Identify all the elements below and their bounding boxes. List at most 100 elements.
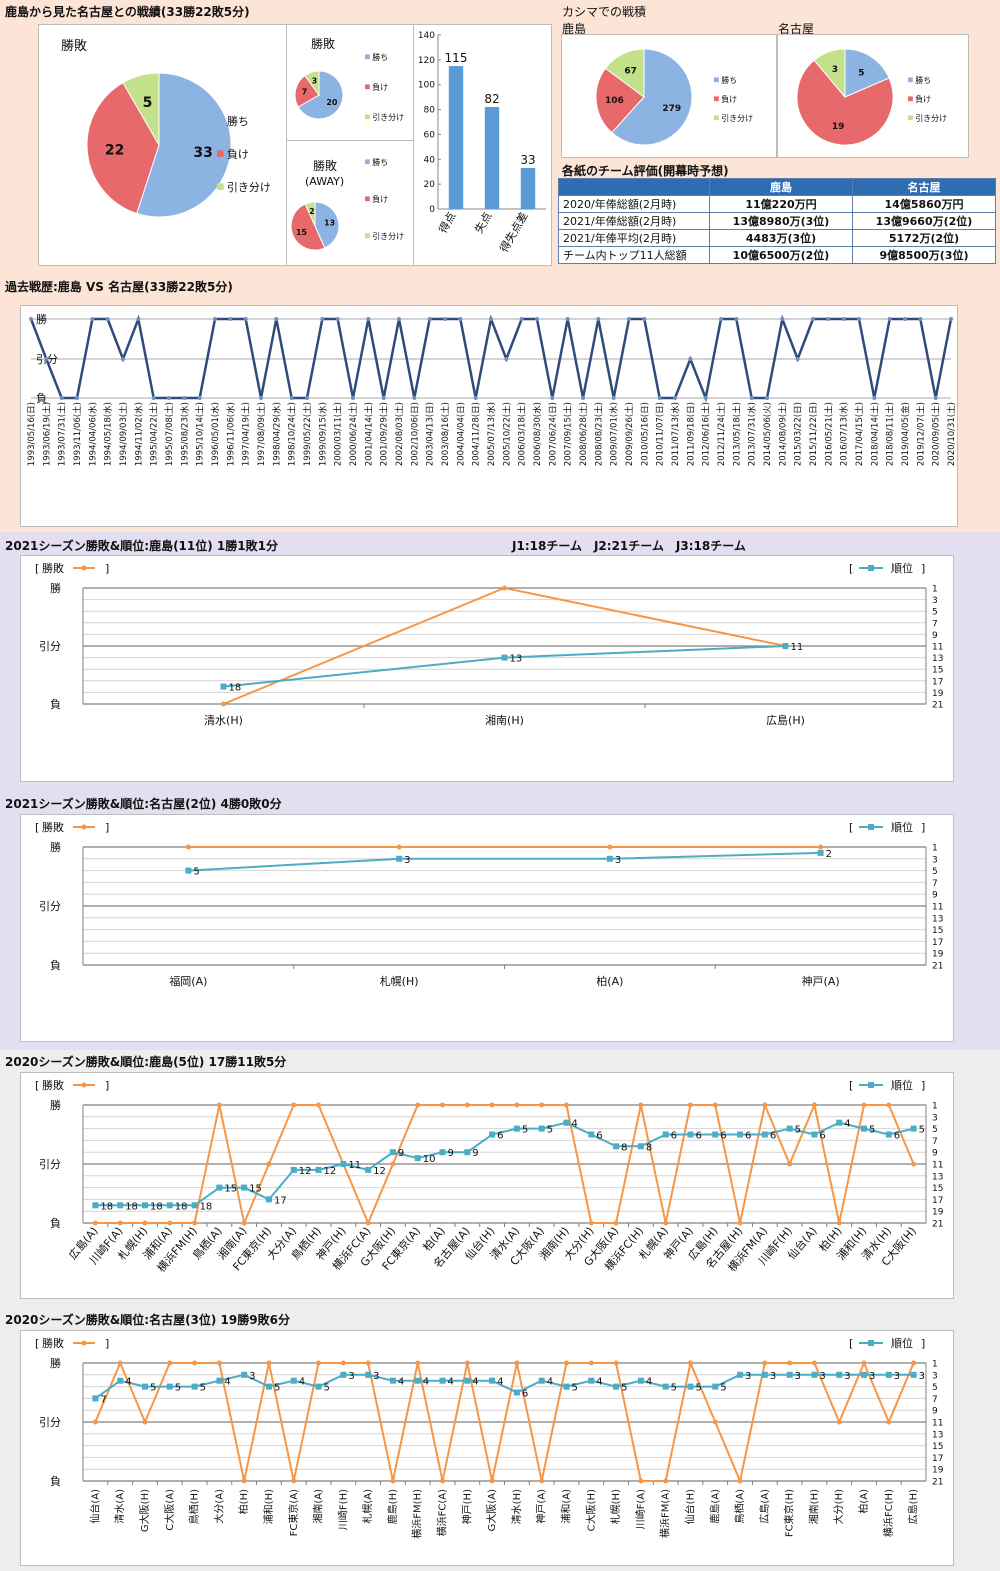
y-label: 負	[36, 392, 47, 405]
legend-label: 引き分け	[372, 113, 404, 122]
result-marker	[519, 317, 524, 321]
rank-marker	[662, 1383, 669, 1390]
rank-marker	[885, 1131, 892, 1138]
result-marker	[836, 1419, 842, 1425]
rank-data-label: 5	[200, 1383, 206, 1394]
eval-kashima-value: 4483万(3位)	[709, 229, 853, 247]
result-marker	[818, 844, 824, 850]
away-pie-panel: 勝敗 (AWAY) 13 15 2 勝ち 負け 引き分け	[286, 140, 414, 266]
result-marker	[811, 1360, 817, 1366]
result-marker	[489, 1478, 495, 1484]
legend-result-marker	[81, 824, 87, 830]
result-marker	[687, 1102, 693, 1108]
pie-value-label: 15	[296, 228, 308, 237]
rank-data-label: 4	[448, 1377, 454, 1388]
result-marker	[192, 1360, 198, 1366]
rank-marker	[166, 1202, 173, 1209]
result-marker	[390, 1478, 396, 1484]
rank-marker	[662, 1131, 669, 1138]
rank-data-label: 5	[193, 867, 199, 878]
date-label: 2013/05/18(土)	[731, 402, 742, 466]
result-marker	[340, 1360, 346, 1366]
result-axis-label: 勝	[50, 1356, 61, 1370]
rank-tick-label: 7	[932, 879, 938, 889]
rank-data-label: 3	[844, 1371, 850, 1382]
rank-marker	[92, 1395, 99, 1402]
pie-slice	[294, 74, 320, 108]
date-label: 2007/09/15(土)	[563, 402, 574, 466]
rank-tick-label: 3	[932, 855, 938, 865]
rank-data-label: 10	[423, 1154, 436, 1165]
rank-marker	[811, 1371, 818, 1378]
x-category-label: C大阪(H)	[584, 1489, 597, 1531]
rank-marker	[365, 1166, 372, 1173]
legend-rank-marker	[868, 565, 874, 571]
rank-data-label: 5	[869, 1125, 875, 1136]
x-category-label: 清水(H)	[204, 714, 243, 727]
result-marker	[780, 317, 785, 321]
rank-tick-label: 5	[932, 867, 938, 877]
pie-value-label: 279	[662, 104, 681, 114]
rank-data-label: 12	[373, 1166, 386, 1177]
rank-tick-label: 11	[932, 1161, 943, 1171]
legend-label: 勝ち	[721, 75, 737, 85]
result-marker	[167, 1360, 173, 1366]
legend-bracket-close: ]	[105, 1079, 109, 1092]
rank-marker	[290, 1377, 297, 1384]
rank-line	[188, 851, 821, 872]
pie-value-label: 3	[832, 65, 838, 75]
rank-data-label: 18	[100, 1201, 113, 1212]
result-marker	[216, 1102, 222, 1108]
legend-rank-label: 順位	[891, 1078, 913, 1092]
rank-marker	[265, 1196, 272, 1203]
kashima-stadium-nagoya-title: 名古屋	[778, 22, 815, 36]
result-marker	[241, 1478, 247, 1484]
history-line-chart: 勝引分負1993/05/16(日)1993/06/19(土)1993/07/31…	[27, 312, 957, 466]
pie-slice	[86, 81, 160, 215]
x-category-label: 神戸(A)	[535, 1489, 548, 1524]
date-label: 1995/07/08(土)	[164, 402, 175, 466]
y-tick-label: 60	[424, 130, 436, 140]
legend-result-label: 勝敗	[42, 1336, 64, 1350]
rank-data-label: 3	[615, 855, 621, 866]
result-marker	[613, 1220, 619, 1226]
date-label: 2010/05/16(日)	[640, 402, 650, 466]
date-label: 2016/07/13(水)	[839, 402, 850, 466]
result-marker	[861, 1102, 867, 1108]
date-label: 2004/11/28(日)	[472, 402, 482, 466]
result-axis-label: 勝	[50, 840, 61, 854]
rank-tick-label: 7	[932, 1137, 938, 1147]
date-label: 1994/04/06(水)	[87, 402, 98, 466]
kashima2020-title: 2020シーズン勝敗&順位:鹿島(5位) 17勝11敗5分	[5, 1055, 287, 1069]
date-label: 2016/05/21(土)	[823, 402, 834, 466]
result-marker	[241, 1220, 247, 1226]
eval-row: 2021/年俸平均(2月時) 4483万(3位) 5172万(2位)	[558, 229, 996, 247]
result-marker	[121, 357, 125, 361]
nagoya2020-panel: [勝敗][順位] 1 3 5 7 9 11 13 15 17 19 21 勝引分負 7 4 5 5 5 4 3 5 4 5 3…	[20, 1330, 954, 1566]
result-marker	[811, 317, 815, 321]
history-title: 過去戦歴:鹿島 VS 名古屋(33勝22敗5分)	[5, 280, 233, 294]
rank-data-label: 18	[200, 1201, 213, 1212]
legend-result-label: 勝敗	[42, 1078, 64, 1092]
result-marker	[75, 396, 79, 400]
date-label: 2015/11/22(日)	[809, 402, 819, 466]
rank-marker	[563, 1383, 570, 1390]
result-marker	[221, 701, 226, 707]
kashima2021-title: 2021シーズン勝敗&順位:鹿島(11位) 1勝1敗1分	[5, 539, 278, 553]
rank-tick-label: 19	[932, 950, 944, 960]
result-marker	[826, 317, 831, 321]
result-marker	[464, 1102, 470, 1108]
rank-data-label: 3	[348, 1371, 354, 1382]
date-label: 1993/11/06(土)	[72, 402, 83, 466]
pie-value-label: 67	[624, 67, 637, 77]
legend-rank-label: 順位	[891, 561, 913, 575]
legend-swatch	[365, 54, 370, 60]
rank-data-label: 9	[448, 1148, 454, 1159]
result-marker	[749, 396, 754, 400]
date-label: 2012/11/24(土)	[716, 402, 727, 466]
legend-result-marker	[81, 565, 87, 571]
